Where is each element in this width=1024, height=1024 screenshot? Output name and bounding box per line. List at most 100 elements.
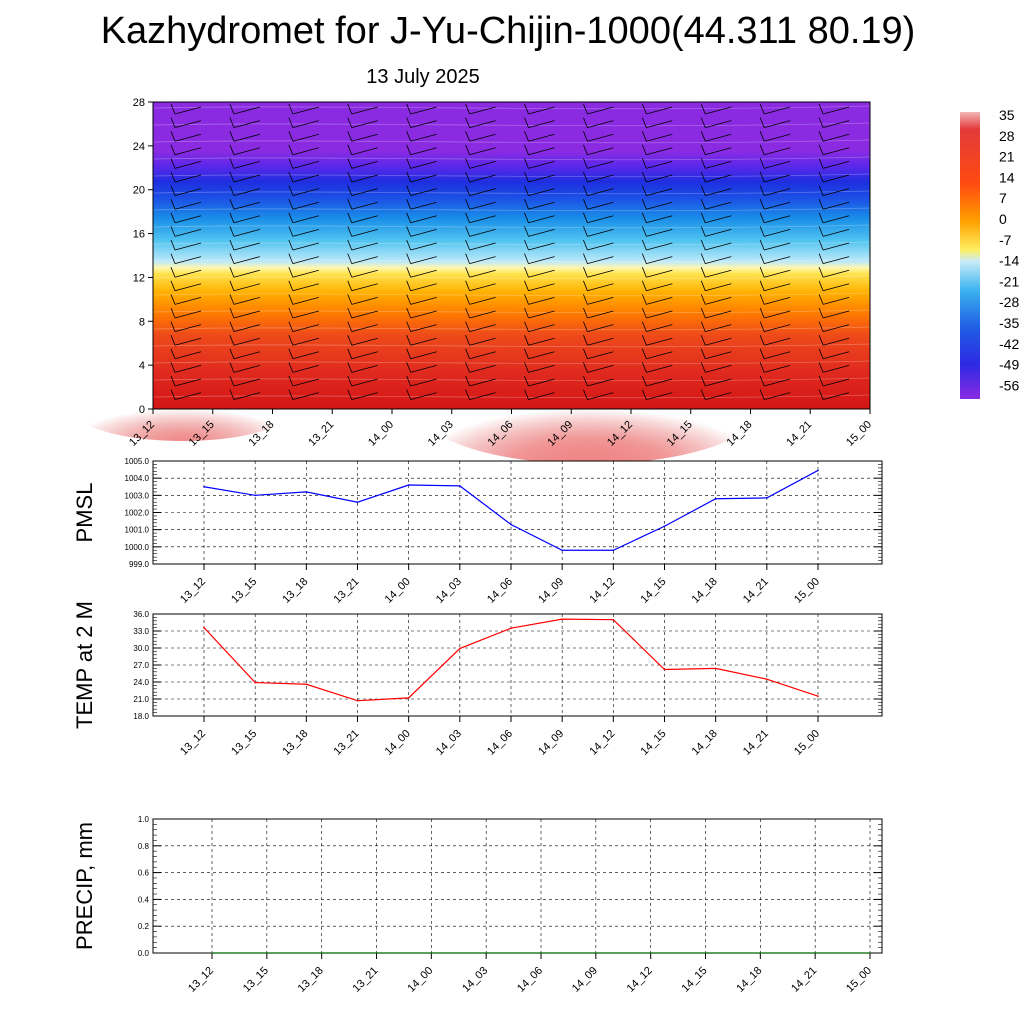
wind-barb: [587, 337, 614, 346]
temperature-field: [153, 102, 870, 409]
colorbar-label: 0: [999, 211, 1007, 227]
wind-barb: [705, 283, 732, 292]
wind-barb-flag: [288, 103, 294, 115]
wind-barb-flag: [818, 199, 824, 210]
y-tick-label: 36.0: [133, 610, 149, 619]
wind-barb: [822, 188, 850, 196]
wind-barb-flag: [465, 171, 470, 183]
contour-line: [152, 309, 871, 314]
x-tick-label: 15_00: [844, 419, 874, 449]
x-tick-label: 14_03: [434, 728, 464, 758]
x-tick-label: 13_18: [280, 576, 310, 606]
wind-barb-flag: [583, 253, 588, 264]
precip-panel: 0.0 0.2 0.4 0.6 0.8 1.0 13_12 13_15 13_18 13_21 14…: [72, 815, 883, 995]
wind-barb: [822, 310, 850, 319]
wind-barb: [528, 106, 555, 115]
wind-barb-flag: [524, 185, 529, 196]
wind-barb: [764, 351, 791, 360]
wind-barb-flag: [818, 226, 824, 237]
wind-barb: [528, 392, 555, 400]
data-point: [459, 485, 461, 487]
wind-barb: [351, 106, 378, 115]
wind-barb-flag: [700, 131, 706, 142]
wind-barb: [292, 133, 319, 142]
data-point: [459, 647, 461, 650]
wind-barb-flag: [229, 239, 235, 251]
wind-barb-flag: [229, 185, 235, 196]
colorbar-label: 35: [999, 107, 1015, 123]
data-point: [817, 469, 819, 472]
wind-barb: [410, 161, 437, 169]
wind-barb-flag: [818, 267, 824, 278]
wind-barb-flag: [465, 335, 470, 346]
wind-barb-flag: [641, 253, 647, 264]
wind-barb-flag: [583, 321, 588, 332]
wind-barb: [528, 174, 555, 183]
wind-barb: [705, 392, 732, 400]
data-point: [407, 697, 410, 699]
wind-barb-flag: [583, 185, 588, 196]
wind-barb-flag: [229, 199, 235, 210]
wind-barb: [528, 229, 555, 237]
wind-barb-flag: [170, 185, 176, 196]
wind-barb: [174, 201, 202, 210]
wind-barb: [705, 310, 732, 319]
wind-barb-flag: [465, 199, 470, 210]
wind-barb-flag: [700, 226, 706, 237]
wind-barb: [174, 229, 202, 237]
colorbar-label: -28: [999, 294, 1019, 310]
wind-barb: [174, 351, 202, 360]
wind-barb-flag: [465, 144, 470, 155]
wind-barb-flag: [465, 103, 470, 115]
wind-barb: [174, 283, 202, 292]
wind-barb: [822, 201, 850, 210]
wind-barb: [410, 351, 437, 360]
wind-barb-flag: [465, 267, 470, 278]
wind-barb-flag: [170, 294, 176, 305]
wind-barb-flag: [700, 117, 706, 128]
x-tick-label: 14_09: [570, 965, 600, 995]
wind-barb: [351, 188, 378, 196]
wind-barb-flag: [759, 226, 765, 237]
wind-barb-flag: [406, 158, 412, 169]
wind-barb: [469, 310, 496, 319]
contour-line: [152, 122, 871, 127]
wind-barb-flag: [818, 321, 824, 332]
contour-line: [152, 105, 871, 110]
plot-frame: [152, 818, 883, 954]
wind-barb-flag: [465, 294, 470, 305]
wind-barb-flag: [524, 375, 529, 387]
wind-barb-flag: [818, 103, 824, 115]
wind-barb: [705, 297, 732, 305]
wind-barb-flag: [229, 212, 235, 223]
wind-barb: [646, 201, 673, 210]
contour-line: [152, 241, 871, 246]
wind-barb: [174, 106, 202, 115]
wind-barb-flag: [347, 267, 353, 278]
wind-barb: [410, 283, 437, 292]
wind-barb-flag: [347, 117, 353, 128]
wind-barb: [822, 242, 850, 251]
contour-line: [152, 258, 871, 263]
wind-barb-flag: [229, 375, 235, 387]
wind-barb: [410, 392, 437, 400]
wind-barb-flag: [406, 389, 412, 400]
data-point: [266, 952, 268, 954]
wind-barb-flag: [465, 117, 470, 128]
wind-barb: [351, 201, 378, 210]
wind-barb-flag: [406, 280, 412, 291]
wind-barb: [587, 324, 614, 332]
wind-barb-flag: [229, 348, 235, 359]
wind-barb-flag: [347, 226, 353, 237]
wind-barb-flag: [229, 389, 235, 400]
data-point: [869, 952, 871, 954]
data-point: [663, 668, 666, 671]
x-tick-label: 14_09: [536, 728, 566, 758]
wind-barb: [292, 378, 319, 387]
wind-barb-flag: [406, 199, 412, 210]
wind-barb: [174, 133, 202, 142]
wind-barb-flag: [524, 239, 529, 251]
wind-barb-flag: [170, 280, 176, 291]
wind-barb-flag: [641, 335, 647, 346]
